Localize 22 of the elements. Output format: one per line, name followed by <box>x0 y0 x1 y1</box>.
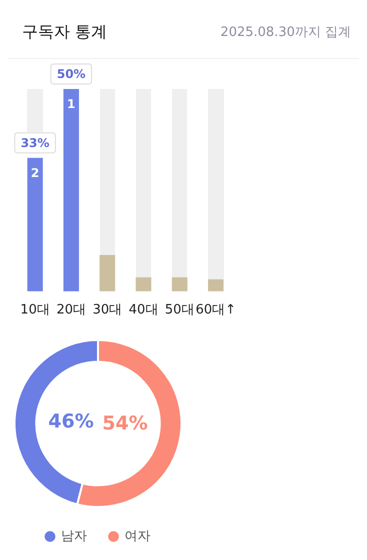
data-label: 50% <box>56 67 86 82</box>
x-tick-label: 30대 <box>92 302 122 318</box>
bar <box>136 277 152 292</box>
data-label: 54% <box>102 412 148 434</box>
annotation: 2 <box>30 166 40 180</box>
bar <box>208 279 224 292</box>
data-label: 46% <box>48 410 94 432</box>
legend-label: 남자 <box>61 528 87 544</box>
x-tick-label: 10대 <box>20 302 50 318</box>
x-tick-label: 20대 <box>56 302 86 318</box>
legend-label: 여자 <box>124 528 150 544</box>
annotation: 1 <box>67 97 76 112</box>
bar <box>100 254 116 292</box>
x-tick-label: 60대↑ <box>196 302 236 318</box>
text: 2025.08.30까지 집계 <box>220 24 351 41</box>
bar <box>172 277 188 292</box>
data-label: 33% <box>20 136 50 150</box>
bar <box>27 158 43 292</box>
chart-title: 구독자 통계 <box>22 22 108 42</box>
x-tick-label: 40대 <box>128 302 158 318</box>
x-tick-label: 50대 <box>164 302 194 318</box>
bar <box>63 89 79 292</box>
